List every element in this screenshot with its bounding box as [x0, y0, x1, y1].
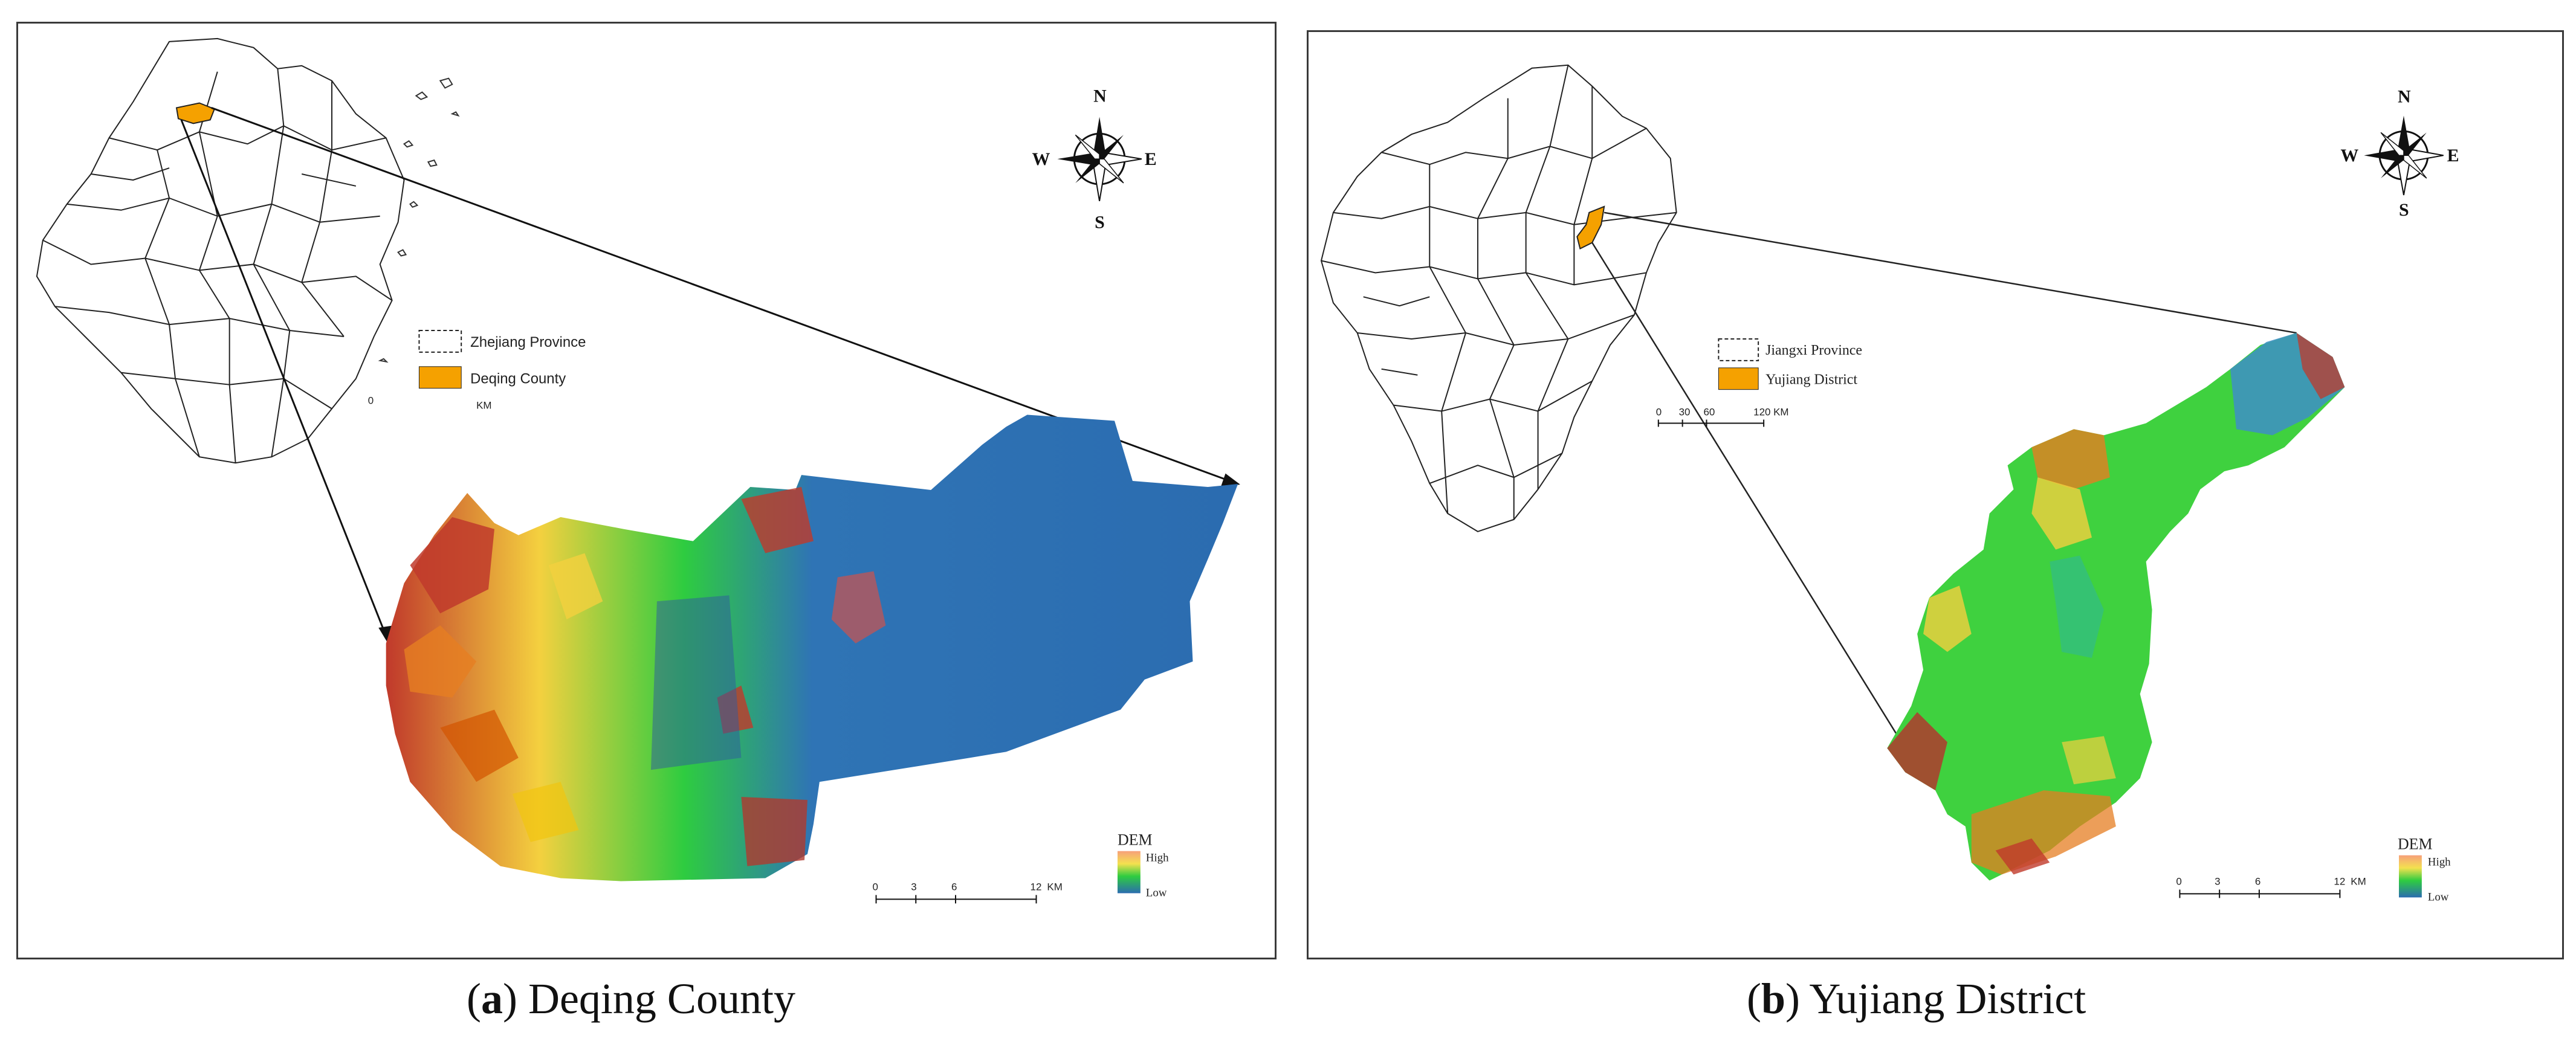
dem-map-deqing: [386, 414, 1238, 881]
scale-tick-6: 6: [2255, 875, 2260, 887]
compass-n: N: [2398, 87, 2411, 107]
compass-rose-icon: [2364, 115, 2444, 196]
compass-n: N: [1093, 86, 1107, 106]
caption-b-text: Yujiang District: [1809, 975, 2086, 1023]
compass-e: E: [2447, 146, 2459, 166]
legend-province-swatch: [1718, 338, 1759, 361]
inset-scale: 0 30 60 120 KM: [1656, 407, 1789, 427]
province-outline-jiangxi: [1320, 64, 1677, 532]
caption-a-text: Deqing County: [528, 975, 795, 1023]
legend-province-swatch: [418, 330, 462, 353]
dem-map-yujiang: [1887, 333, 2345, 881]
inset-scale-tick: 0: [368, 395, 374, 407]
legend-county-swatch: [1718, 367, 1759, 390]
dem-legend-ramp: [2398, 855, 2422, 898]
dem-legend-low: Low: [2428, 891, 2449, 903]
highlighted-county-deqing: [175, 102, 216, 124]
compass-w: W: [1032, 149, 1050, 169]
dem-legend-low: Low: [1146, 886, 1167, 899]
scale-unit: KM: [1047, 881, 1062, 892]
dem-legend: DEM High Low: [2398, 836, 2451, 904]
province-outline-zhejiang: [36, 37, 405, 464]
map-panel-yujiang: Jiangxi Province Yujiang District 0 30 6…: [1307, 30, 2564, 959]
caption-a: (a) Deqing County: [467, 975, 795, 1023]
scale-tick-12: 12: [1031, 881, 1042, 892]
legend-province-label: Jiangxi Province: [1765, 343, 1862, 358]
legend-county-label: Deqing County: [470, 371, 566, 387]
scale-tick-3: 3: [911, 881, 916, 892]
scale-tick-0: 0: [2176, 875, 2181, 887]
map-canvas-yujiang: Jiangxi Province Yujiang District 0 30 6…: [1320, 64, 2459, 904]
legend-county-label: Yujiang District: [1765, 372, 1857, 388]
scale-tick-12: 12: [2334, 875, 2345, 887]
dem-legend-high: High: [2428, 856, 2451, 869]
compass-e: E: [1145, 149, 1157, 169]
dem-legend-title: DEM: [2398, 836, 2433, 853]
map-panel-deqing: Zhejiang Province Deqing County 0 KM N S…: [16, 22, 1277, 959]
dem-legend-high: High: [1146, 852, 1169, 865]
scale-tick-0: 0: [873, 881, 878, 892]
inset-scale-0: 0: [1656, 407, 1662, 418]
inset-scale-60: 60: [1704, 407, 1715, 418]
scale-tick-3: 3: [2215, 875, 2220, 887]
scale-bar: 0 3 6 12 KM: [873, 881, 1063, 904]
caption-a-letter: a: [481, 975, 503, 1023]
scale-tick-6: 6: [951, 881, 957, 892]
caption-b: (b) Yujiang District: [1747, 975, 2086, 1023]
inset-scale-unit: KM: [476, 400, 491, 411]
legend-province-label: Zhejiang Province: [470, 334, 586, 350]
map-canvas-deqing: Zhejiang Province Deqing County 0 KM N S…: [36, 37, 1240, 904]
highlighted-county-yujiang: [1576, 205, 1605, 250]
dem-legend-title: DEM: [1118, 831, 1153, 849]
compass-s: S: [2399, 200, 2409, 220]
island-dots: [378, 77, 460, 363]
inset-scale-120: 120 KM: [1753, 407, 1788, 418]
inset-scale: 0 KM: [368, 395, 492, 411]
scale-unit: KM: [2351, 875, 2366, 887]
dem-legend-ramp: [1117, 851, 1141, 894]
dem-legend: DEM High Low: [1117, 831, 1169, 899]
compass-rose-icon: [1057, 117, 1142, 202]
inset-legend: Jiangxi Province Yujiang District: [1718, 338, 1862, 390]
legend-county-swatch: [418, 366, 462, 389]
leader-lines: [1591, 211, 2297, 749]
inset-legend: Zhejiang Province Deqing County: [418, 330, 586, 389]
compass-s: S: [1095, 213, 1105, 233]
compass-w: W: [2340, 146, 2358, 166]
scale-bar: 0 3 6 12 KM: [2176, 875, 2366, 898]
inset-scale-30: 30: [1679, 407, 1691, 418]
caption-b-letter: b: [1761, 975, 1786, 1023]
